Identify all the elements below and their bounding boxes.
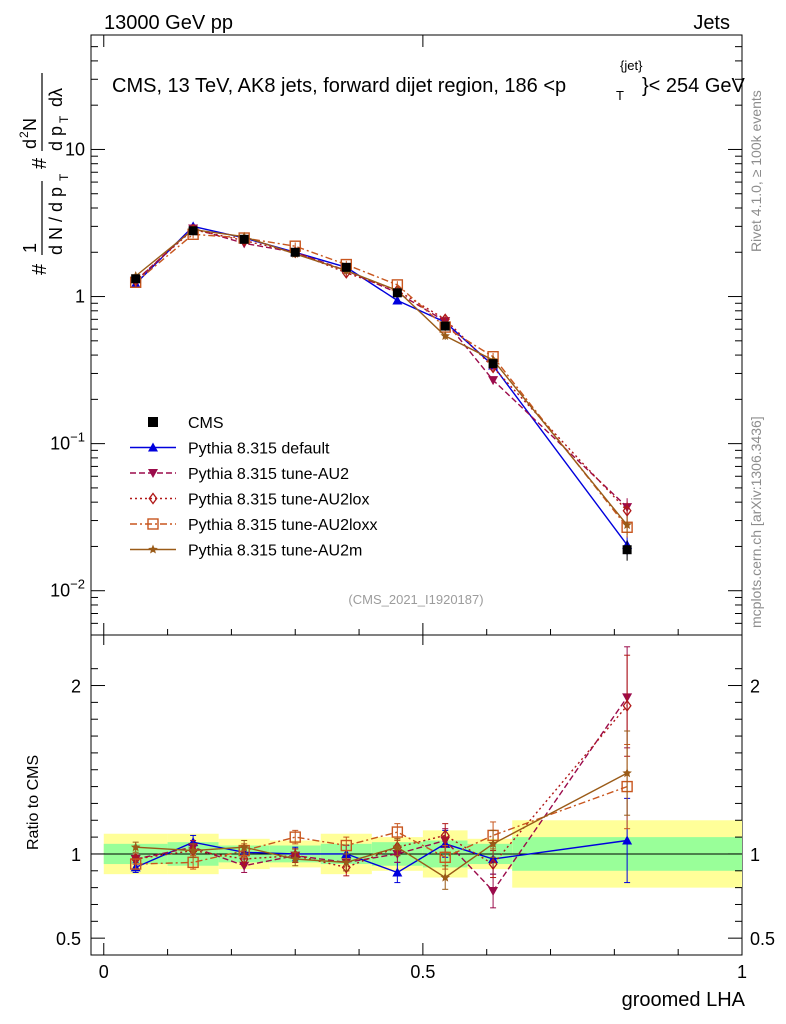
ratio-series-point [622,835,633,845]
ratio-series-point [440,872,450,882]
plot-title: CMS, 13 TeV, AK8 jets, forward dijet reg… [112,58,746,103]
legend-label: Pythia 8.315 tune-AU2loxx [188,517,377,534]
ratio-series-point [622,768,632,778]
ratio-series-point [129,858,142,870]
ratio-series-point [488,857,498,871]
plot-title-tail: }< 254 GeV [642,75,746,97]
legend-label: Pythia 8.315 default [188,441,330,458]
ratio-tick-label: 1 [71,845,81,865]
ratio-series-point [622,699,632,712]
y-tick-label: 10−1 [50,430,85,454]
header-process-label: Jets [693,12,730,34]
ratio-y-axis-label: Ratio to CMS [25,755,42,850]
ratio-series-point [290,854,300,863]
x-axis-label: groomed LHA [622,989,746,1011]
data-point [131,274,141,284]
ratio-series-line [135,705,628,869]
main-series-point [392,295,403,305]
ratio-series-point [392,842,403,852]
ratio-series-point [289,831,301,843]
main-series-group [129,221,633,561]
data-point [488,359,498,369]
data-point [290,247,300,257]
ratio-series-point [488,838,498,848]
svg-text:#: # [29,263,51,275]
legend-marker [148,469,158,478]
plot-title-sub: T [616,88,624,103]
y-axis-label: # 1 d N / d p T # d 2 N d p T dλ [17,73,71,275]
x-tick-label: 0 [99,962,109,982]
data-point [239,234,249,244]
y-tick-label: 10 [65,139,85,159]
svg-text:dλ: dλ [46,88,66,107]
svg-text:d: d [20,139,40,149]
svg-text:2: 2 [17,131,31,138]
ratio-series-point [188,845,198,855]
data-point [440,321,450,331]
ratio-series-point [130,842,141,852]
plot-title-main: CMS, 13 TeV, AK8 jets, forward dijet reg… [112,75,566,97]
legend-label: Pythia 8.315 tune-AU2lox [188,492,369,509]
main-series-point [488,376,499,386]
ratio-series-point [440,829,450,842]
legend-marker [148,544,158,554]
legend-marker [148,492,158,505]
ratio-tick-label-right: 1 [750,845,760,865]
ratio-tick-label-right: 0.5 [750,929,775,949]
rivet-version-label: Rivet 4.1.0, ≥ 100k events [748,90,764,252]
ratio-series-point [439,851,451,864]
main-series-line [135,233,628,528]
svg-text:N: N [20,118,40,131]
ratio-series-point [392,867,403,877]
main-series-point [440,330,450,340]
y-tick-label: 10−2 [50,577,85,601]
legend-data-label: CMS [188,415,224,432]
ratio-series-point [239,842,249,852]
ratio-series-point [488,887,499,896]
analysis-tag: (CMS_2021_I1920187) [348,592,483,607]
legend-marker [147,518,159,530]
data-point [392,288,402,298]
legend-label: Pythia 8.315 tune-AU2 [188,466,349,483]
data-point [622,545,632,555]
plot-title-sup: {jet} [620,58,643,73]
legend: CMS Pythia 8.315 default Pythia 8.315 tune… [130,415,377,560]
ratio-plot-frame [90,634,743,956]
mcplots-reference-label: mcplots.cern.ch [arXiv:1306.3436] [748,416,764,628]
main-series-point [622,504,632,517]
ratio-tick-label-right: 2 [750,677,760,697]
svg-text:T: T [57,173,71,181]
data-point [341,262,351,272]
ratio-series-point [391,826,404,838]
legend-label: Pythia 8.315 tune-AU2m [188,543,362,560]
ratio-tick-label: 2 [71,677,81,697]
data-point [188,226,198,236]
svg-text:d N / d p: d N / d p [46,187,66,255]
ratio-tick-label: 0.5 [56,929,81,949]
legend-data-marker [148,417,158,427]
ratio-series-group [129,646,633,909]
svg-text:1: 1 [20,243,40,253]
x-tick-label: 0.5 [410,962,435,982]
svg-text:T: T [57,115,71,123]
header-energy-label: 13000 GeV pp [104,12,233,34]
svg-text:#: # [29,157,51,169]
legend-marker [148,442,158,452]
y-tick-label: 1 [75,287,85,307]
svg-text:d p: d p [46,126,66,151]
x-tick-label: 1 [737,962,747,982]
ratio-series-point [340,839,352,852]
ratio-series-point [341,857,351,867]
main-series-point [622,520,632,529]
